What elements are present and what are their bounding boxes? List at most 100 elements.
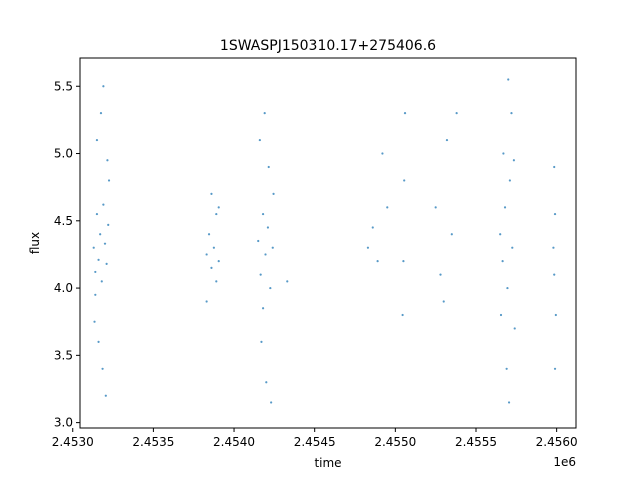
- x-tick-label: 2.4540: [213, 435, 255, 449]
- x-tick-label: 2.4555: [455, 435, 497, 449]
- data-point: [104, 394, 107, 397]
- data-point: [94, 270, 97, 274]
- data-point: [266, 226, 270, 229]
- data-point: [107, 223, 110, 226]
- data-point: [106, 159, 109, 162]
- data-point: [553, 165, 556, 169]
- y-axis-label: flux: [28, 232, 42, 254]
- data-point: [450, 233, 453, 236]
- data-point: [217, 206, 220, 209]
- data-point: [506, 286, 509, 290]
- data-point: [553, 212, 557, 216]
- data-point: [499, 313, 503, 317]
- data-point: [501, 260, 504, 263]
- data-point: [439, 273, 442, 276]
- data-point: [97, 258, 100, 261]
- data-point: [403, 179, 406, 182]
- data-point: [217, 260, 220, 263]
- y-tick-label: 3.0: [54, 416, 73, 430]
- data-point: [503, 206, 507, 209]
- data-point: [210, 266, 213, 269]
- x-offset-label: 1e6: [553, 455, 576, 469]
- y-tick-label: 4.0: [54, 281, 73, 295]
- data-point: [102, 85, 105, 88]
- data-point: [371, 226, 374, 229]
- data-point: [499, 233, 502, 236]
- data-point: [261, 307, 265, 310]
- data-point: [97, 340, 100, 343]
- data-point: [267, 165, 270, 169]
- data-point: [386, 206, 389, 209]
- data-point: [445, 138, 449, 142]
- data-point: [455, 112, 458, 115]
- data-point: [95, 212, 99, 216]
- x-axis: 2.4530 2.4535 2.4540 2.4545 2.4550 2.4555 2.45…: [52, 428, 578, 449]
- data-point: [265, 381, 268, 384]
- x-tick-label: 2.4535: [132, 435, 174, 449]
- data-point: [260, 340, 263, 343]
- data-point: [366, 246, 370, 249]
- data-point: [508, 179, 511, 182]
- y-tick-label: 4.5: [54, 214, 73, 228]
- data-points: [92, 78, 557, 404]
- data-point: [434, 206, 437, 209]
- data-point: [502, 152, 505, 155]
- data-point: [286, 280, 289, 283]
- data-point: [442, 300, 445, 303]
- data-point: [507, 401, 511, 404]
- data-point: [205, 253, 208, 256]
- data-point: [376, 260, 379, 263]
- data-point: [264, 253, 267, 256]
- data-point: [205, 300, 208, 303]
- data-point: [553, 367, 557, 370]
- data-point: [100, 280, 103, 283]
- data-point: [215, 280, 218, 283]
- data-point: [212, 246, 215, 249]
- data-point: [511, 246, 514, 249]
- data-point: [553, 273, 556, 276]
- data-point: [95, 138, 99, 142]
- x-tick-label: 2.4530: [52, 435, 94, 449]
- data-point: [215, 212, 218, 216]
- data-point: [94, 293, 97, 296]
- data-point: [259, 273, 262, 276]
- x-tick-label: 2.4550: [374, 435, 416, 449]
- data-point: [99, 112, 103, 115]
- data-point: [552, 246, 555, 249]
- data-point: [105, 262, 108, 265]
- x-tick-label: 2.4560: [536, 435, 578, 449]
- data-point: [510, 112, 513, 115]
- data-point: [403, 112, 407, 115]
- y-tick-label: 3.5: [54, 348, 73, 362]
- y-axis: 3.0 3.5 4.0 4.5 5.0 5.5: [54, 79, 80, 430]
- data-point: [103, 242, 107, 245]
- data-point: [554, 313, 557, 317]
- data-point: [107, 179, 111, 182]
- data-point: [261, 212, 265, 216]
- data-point: [381, 152, 384, 155]
- data-point: [263, 112, 266, 115]
- data-point: [92, 246, 95, 249]
- y-tick-label: 5.0: [54, 147, 73, 161]
- data-point: [101, 367, 104, 370]
- data-point: [257, 239, 260, 243]
- y-tick-label: 5.5: [54, 79, 73, 93]
- data-point: [207, 233, 211, 236]
- data-point: [513, 327, 516, 330]
- data-point: [270, 401, 273, 404]
- data-point: [210, 192, 213, 195]
- data-point: [258, 138, 261, 142]
- data-point: [507, 78, 510, 81]
- data-point: [505, 367, 508, 370]
- data-point: [402, 260, 405, 263]
- data-point: [102, 203, 105, 206]
- data-point: [93, 320, 96, 323]
- chart-title: 1SWASPJ150310.17+275406.6: [220, 38, 436, 54]
- data-point: [512, 159, 516, 162]
- data-point: [271, 246, 274, 249]
- data-point: [269, 286, 272, 290]
- data-point: [99, 233, 102, 236]
- x-axis-label: time: [314, 456, 341, 470]
